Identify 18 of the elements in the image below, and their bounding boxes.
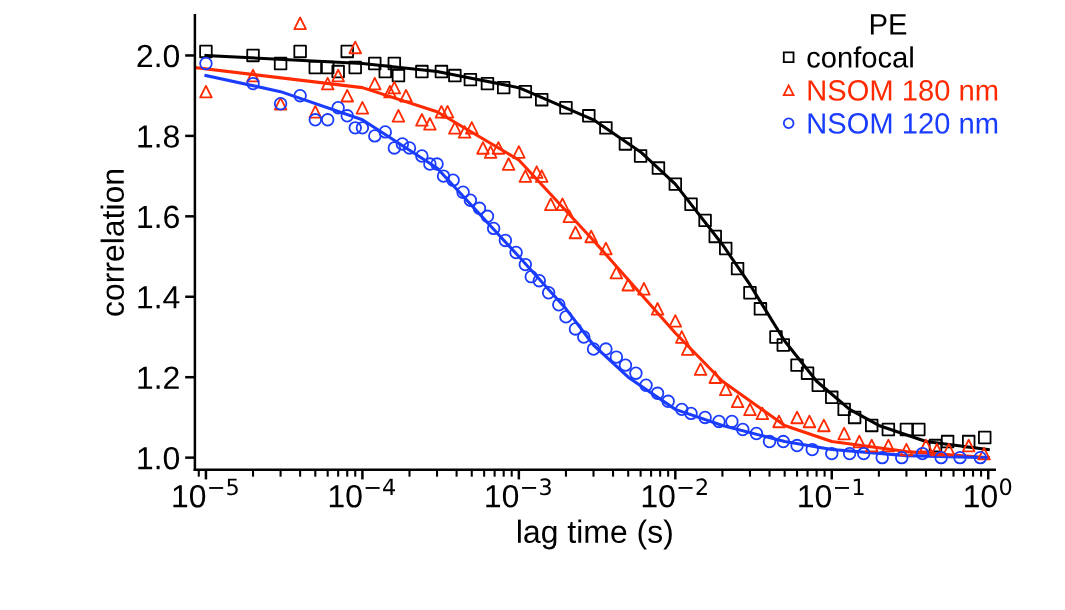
y-tick-label: 1.2 — [138, 366, 179, 389]
y-tick-label: 1.8 — [138, 125, 179, 148]
x-tick-label: 10$^{−5}$ — [173, 478, 238, 508]
y-axis-title: correlation — [100, 169, 125, 316]
legend-title: PE — [870, 14, 907, 35]
legend-label: NSOM 120 nm — [808, 113, 998, 134]
x-tick-label: 10$^{−3}$ — [486, 478, 551, 508]
x-tick-label: 10$^{0}$ — [965, 478, 1012, 508]
y-tick-label: 1.6 — [138, 205, 179, 229]
x-tick-label: 10$^{−4}$ — [329, 478, 395, 508]
x-tick-label: 10$^{−2}$ — [642, 478, 707, 508]
x-tick-label: 10$^{−1}$ — [799, 478, 864, 508]
legend-label: NSOM 180 nm — [808, 80, 998, 101]
y-tick-label: 1.4 — [138, 286, 180, 309]
x-axis-title: lag time (s) — [517, 519, 672, 550]
legend-label: confocal — [807, 46, 913, 68]
y-tick-label: 2.0 — [137, 44, 180, 68]
y-tick-label: 1.0 — [138, 446, 180, 470]
